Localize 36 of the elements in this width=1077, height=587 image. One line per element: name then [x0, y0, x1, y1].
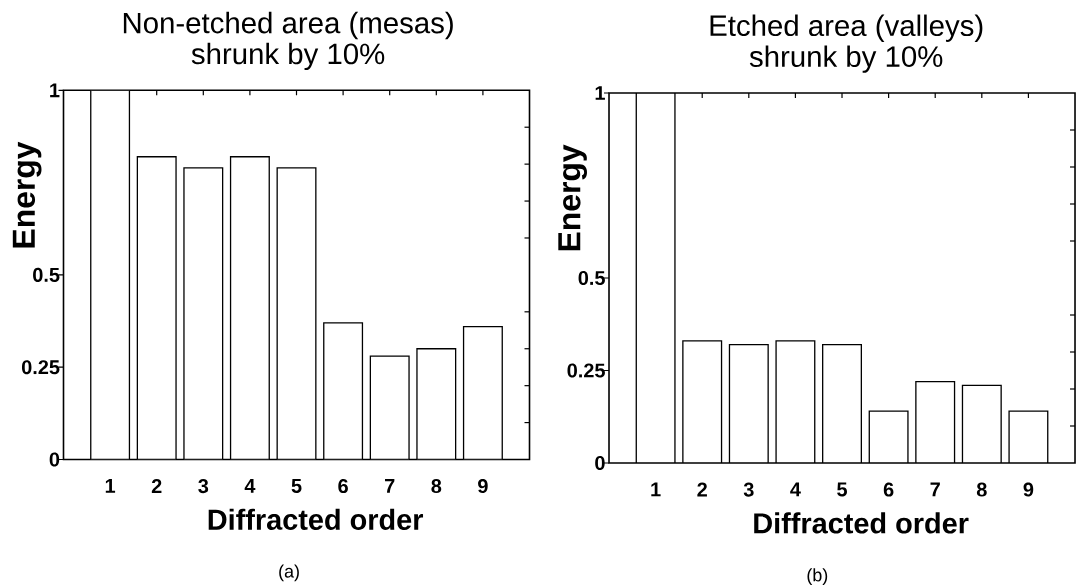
x-tick-label: 7	[385, 479, 395, 493]
x-tick-label: 9	[1023, 482, 1034, 497]
x-tick-label: 5	[837, 482, 847, 497]
x-tick-label: 3	[198, 479, 209, 494]
x-tick-label: 4	[244, 479, 256, 493]
chart-title: Etched area (valleys)	[710, 14, 983, 42]
text: (b)	[807, 568, 828, 585]
x-tick-label: 5	[291, 479, 302, 493]
x-tick-label: 3	[743, 482, 754, 497]
chart-subtitle: shrunk by 10%	[191, 42, 385, 71]
x-tick-label: 7	[930, 482, 940, 497]
y-tick-label: 0.25	[21, 360, 60, 375]
y-tick-label: 0	[595, 455, 605, 471]
chart-title: Non-etched area (mesas)	[123, 11, 453, 40]
x-axis-title: Diffracted order	[754, 512, 969, 534]
text: (a)	[279, 564, 299, 582]
x-tick-label: 2	[697, 482, 707, 497]
x-axis-title: Diffracted order	[208, 508, 424, 530]
y-tick-label: 0.5	[33, 267, 60, 282]
x-tick-label: 8	[431, 479, 442, 494]
x-tick-label: 9	[478, 479, 488, 494]
y-axis-title: Energy	[12, 141, 42, 248]
chart-subtitle: shrunk by 10%	[749, 45, 943, 73]
x-tick-label: 8	[976, 482, 987, 497]
x-tick-label: 6	[883, 482, 894, 497]
y-tick-label: 1	[50, 83, 60, 98]
x-tick-label: 6	[338, 479, 348, 494]
x-tick-label: 2	[151, 479, 162, 493]
y-tick-label: 1	[595, 86, 605, 100]
y-tick-label: 0.5	[578, 270, 605, 286]
y-axis-title: Energy	[558, 144, 587, 251]
x-tick-label: 1	[105, 479, 116, 493]
x-tick-label: 1	[651, 482, 661, 497]
y-tick-label: 0	[49, 452, 60, 467]
x-tick-label: 4	[790, 482, 801, 497]
y-tick-label: 0.25	[567, 363, 605, 378]
